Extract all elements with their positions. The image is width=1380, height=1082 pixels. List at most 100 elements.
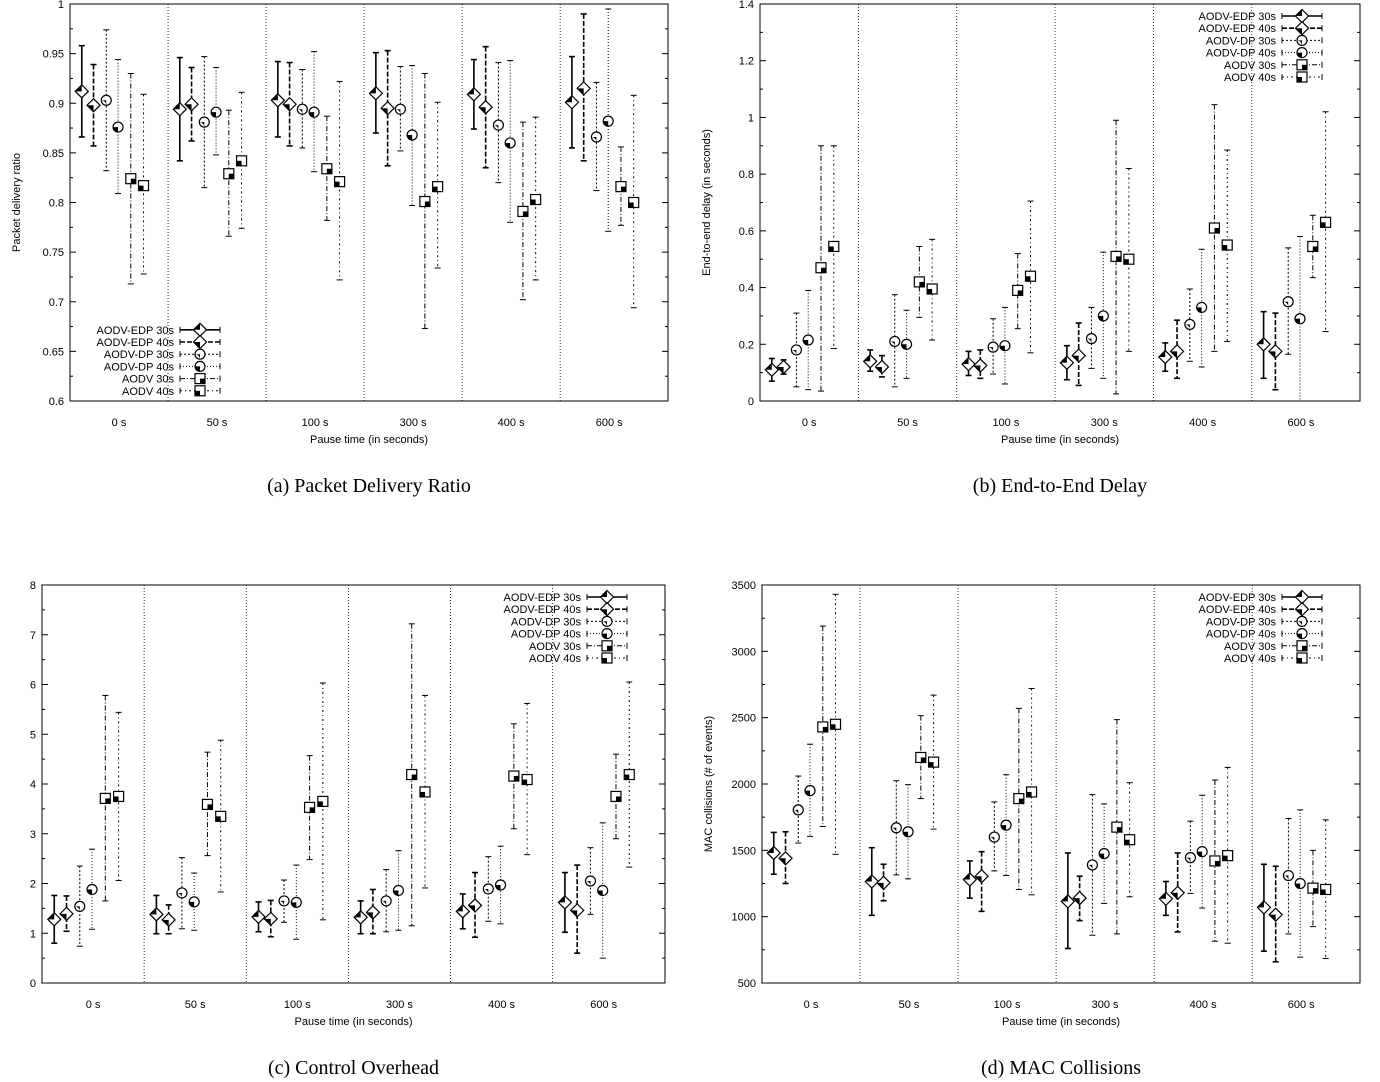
- chart-panel-0: 0.6 0.65 0.7 0.75 0.8 0.85 0.9 0.95 1 0 s 50 s 100 …: [11, 0, 669, 497]
- data-point-fill: [1214, 860, 1220, 866]
- data-point-fill: [1025, 276, 1031, 282]
- y-tick-label: 1.4: [739, 0, 754, 11]
- data-point-fill: [162, 919, 169, 927]
- legend-marker-fill: [600, 609, 607, 616]
- data-point-fill: [1001, 825, 1007, 831]
- legend-label: AODV-DP 30s: [511, 616, 582, 628]
- y-tick-label: 0.2: [739, 339, 754, 351]
- data-point-fill: [354, 910, 361, 918]
- data-point-fill: [803, 340, 809, 346]
- legend-marker-fill: [1295, 590, 1302, 597]
- data-point-fill: [101, 100, 107, 106]
- data-point-fill: [87, 889, 93, 895]
- series-4: [815, 104, 1319, 395]
- x-tick-label: 600 s: [596, 417, 623, 429]
- legend-marker-fill: [193, 342, 200, 349]
- legend-label: AODV 30s: [1224, 641, 1276, 653]
- legend-marker-fill: [1297, 621, 1302, 627]
- figure-caption: (c) Control Overhead: [268, 1057, 439, 1079]
- figure-caption: (a) Packet Delivery Ratio: [267, 475, 471, 497]
- data-point-fill: [252, 910, 259, 917]
- y-tick-label: 2: [30, 879, 36, 891]
- legend-label: AODV-EDP 30s: [1199, 11, 1277, 23]
- series-3: [86, 822, 609, 959]
- data-point-fill: [369, 86, 376, 94]
- data-point-fill: [1026, 791, 1032, 797]
- data-point-fill: [207, 804, 213, 810]
- x-axis-label: Pause time (in seconds): [1002, 1016, 1120, 1028]
- legend-label: AODV 40s: [1224, 653, 1276, 665]
- y-tick-label: 3500: [732, 580, 756, 592]
- data-point-fill: [777, 366, 784, 374]
- y-tick-label: 1: [58, 0, 64, 11]
- figure-caption: (d) MAC Collisions: [981, 1057, 1141, 1079]
- legend-marker-fill: [195, 366, 200, 372]
- series-5: [828, 111, 1332, 354]
- series-2: [100, 29, 603, 192]
- y-tick-label: 0: [30, 978, 36, 990]
- data-point-fill: [565, 95, 572, 103]
- data-point-fill: [603, 121, 609, 127]
- y-tick-label: 0.8: [49, 198, 64, 210]
- data-point-fill: [791, 349, 797, 355]
- series-4: [125, 72, 627, 330]
- data-point-fill: [820, 267, 826, 273]
- y-tick-label: 0.4: [739, 283, 754, 295]
- legend-label: AODV 40s: [1224, 72, 1276, 84]
- y-tick-label: 2000: [732, 779, 756, 791]
- data-point-fill: [211, 112, 217, 118]
- data-point-fill: [865, 875, 872, 882]
- data-point-fill: [199, 122, 205, 128]
- series-0: [766, 831, 1272, 952]
- data-point-fill: [1184, 324, 1190, 330]
- data-point-fill: [1257, 337, 1264, 345]
- x-tick-label: 100 s: [994, 999, 1021, 1011]
- data-point-fill: [297, 109, 303, 115]
- data-point-fill: [228, 173, 234, 179]
- y-tick-label: 8: [30, 580, 36, 592]
- data-point-fill: [620, 186, 626, 192]
- data-point-fill: [975, 876, 982, 883]
- series-3: [804, 743, 1306, 958]
- data-point-fill: [767, 846, 774, 853]
- y-tick-label: 1.2: [739, 56, 754, 68]
- data-point-fill: [1269, 914, 1276, 922]
- y-tick-label: 1500: [732, 845, 756, 857]
- legend-label: AODV-DP 30s: [104, 349, 175, 361]
- data-point-fill: [1197, 851, 1203, 857]
- data-point-fill: [570, 910, 578, 917]
- data-point-fill: [424, 201, 430, 207]
- legend-label: AODV-EDP 40s: [1199, 23, 1277, 35]
- y-tick-label: 0: [748, 396, 754, 408]
- data-point-fill: [1099, 853, 1105, 859]
- x-tick-label: 50 s: [899, 999, 920, 1011]
- data-point-fill: [828, 246, 834, 252]
- x-tick-label: 300 s: [386, 999, 413, 1011]
- x-axis-label: Pause time (in seconds): [310, 434, 428, 446]
- data-point-fill: [1320, 222, 1326, 228]
- data-point-fill: [1312, 246, 1318, 252]
- legend-label: AODV 40s: [529, 653, 581, 665]
- legend-marker-fill: [1297, 658, 1302, 663]
- data-point-fill: [989, 837, 995, 843]
- data-point-fill: [468, 905, 476, 912]
- data-point-fill: [309, 112, 315, 118]
- data-point-fill: [1018, 798, 1024, 804]
- data-point-fill: [1124, 839, 1130, 845]
- legend-label: AODV-DP 40s: [1206, 629, 1277, 641]
- y-tick-label: 3000: [732, 646, 756, 658]
- y-tick-label: 4: [30, 779, 36, 791]
- y-tick-label: 0.85: [43, 148, 64, 160]
- data-point-fill: [1283, 301, 1289, 307]
- x-tick-label: 0 s: [112, 417, 127, 429]
- legend-marker-fill: [602, 633, 607, 639]
- data-point-fill: [793, 809, 799, 815]
- data-point-fill: [999, 345, 1005, 351]
- y-tick-label: 0.9: [49, 98, 64, 110]
- data-point-fill: [1295, 883, 1301, 889]
- data-point-fill: [889, 341, 895, 347]
- data-point-fill: [597, 890, 603, 896]
- data-point-fill: [1158, 350, 1166, 358]
- data-point-fill: [60, 913, 67, 921]
